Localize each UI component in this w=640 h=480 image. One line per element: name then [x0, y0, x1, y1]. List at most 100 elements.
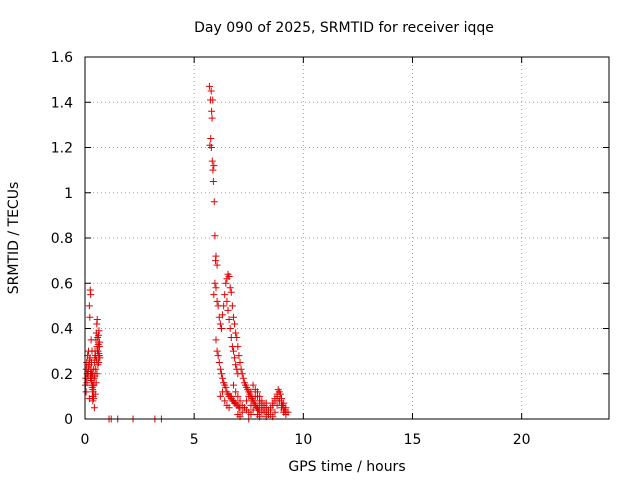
- grid-lines: [85, 57, 609, 419]
- y-axis-title: SRMTID / TECUs: [6, 182, 22, 295]
- data-point: [281, 406, 289, 414]
- data-point: [213, 297, 221, 305]
- data-point: [267, 406, 275, 414]
- data-point: [90, 404, 98, 412]
- data-point: [210, 162, 218, 170]
- y-tick-label: 1: [64, 186, 73, 202]
- data-point: [94, 361, 102, 369]
- data-point: [229, 313, 237, 321]
- data-point: [219, 374, 227, 382]
- data-point: [217, 325, 225, 332]
- data-point: [243, 397, 251, 405]
- data-point: [232, 388, 240, 396]
- data-point: [279, 401, 287, 409]
- data-point: [209, 96, 217, 104]
- axis-ticks: [84, 56, 609, 420]
- data-point: [249, 397, 257, 405]
- data-point: [227, 288, 235, 296]
- data-point: [211, 232, 219, 240]
- data-point: [212, 336, 220, 344]
- x-tick-label: 20: [513, 432, 531, 448]
- data-point: [228, 302, 236, 310]
- data-point: [238, 408, 246, 416]
- data-point: [87, 365, 95, 373]
- data-point: [93, 343, 101, 351]
- data-point: [247, 388, 255, 396]
- plot-frame: [84, 56, 610, 420]
- data-point: [220, 302, 228, 310]
- data-point: [227, 334, 235, 342]
- data-point: [262, 399, 270, 407]
- data-point: [221, 397, 229, 405]
- data-point: [216, 320, 224, 328]
- data-point: [222, 279, 230, 287]
- y-tick-label: 0: [64, 412, 73, 428]
- data-point: [226, 284, 234, 292]
- data-point: [240, 404, 248, 412]
- data-point: [239, 374, 247, 382]
- data-point: [215, 358, 223, 366]
- data-point: [276, 390, 284, 398]
- data-point: [219, 311, 227, 319]
- y-tick-label: 0.8: [51, 231, 73, 247]
- data-point: [209, 166, 217, 174]
- data-point: [210, 291, 218, 299]
- data-point: [269, 401, 277, 409]
- data-point: [207, 134, 215, 142]
- data-point: [88, 358, 96, 366]
- data-point: [96, 338, 104, 346]
- data-point: [258, 404, 266, 412]
- data-point: [260, 408, 268, 416]
- data-point: [256, 399, 264, 407]
- data-point: [93, 315, 101, 323]
- data-point: [235, 352, 243, 360]
- data-point: [208, 157, 216, 165]
- data-point: [231, 320, 239, 328]
- data-point: [208, 114, 216, 122]
- data-points: [81, 82, 292, 423]
- y-tick-label: 1.6: [51, 50, 73, 66]
- data-point: [233, 365, 241, 373]
- x-tick-label: 0: [81, 432, 90, 448]
- data-point: [222, 383, 230, 391]
- data-point: [264, 410, 272, 418]
- data-point: [217, 370, 225, 378]
- data-point: [87, 291, 95, 299]
- tick-labels: 0 5 10 15 20 0 0.2 0.4 0.6 0.8 1 1.2 1.4 1.6: [51, 50, 531, 448]
- data-point: [205, 82, 213, 90]
- x-tick-label: 5: [190, 432, 199, 448]
- data-point: [271, 397, 279, 405]
- y-tick-label: 1.4: [51, 95, 73, 111]
- data-point: [85, 395, 93, 403]
- data-point: [249, 381, 257, 389]
- data-point: [227, 392, 235, 400]
- data-point: [231, 354, 239, 362]
- data-point: [247, 410, 255, 418]
- data-point: [85, 302, 93, 310]
- data-point: [208, 107, 216, 115]
- x-tick-label: 10: [294, 432, 312, 448]
- data-point: [91, 354, 99, 362]
- data-point: [221, 291, 229, 299]
- data-point: [219, 388, 227, 396]
- data-point: [229, 347, 237, 355]
- data-point: [86, 313, 94, 321]
- data-point: [234, 392, 242, 400]
- data-point: [253, 392, 261, 400]
- data-point: [225, 404, 233, 412]
- data-point: [251, 386, 259, 394]
- data-point: [213, 261, 221, 269]
- data-point: [228, 343, 236, 351]
- data-point: [86, 374, 94, 382]
- data-point: [95, 327, 103, 335]
- data-point: [211, 279, 219, 287]
- data-point: [207, 87, 215, 95]
- data-point: [232, 361, 240, 369]
- data-point: [212, 252, 220, 260]
- data-point: [271, 408, 279, 416]
- y-tick-label: 0.6: [51, 276, 73, 292]
- data-point: [251, 401, 259, 409]
- data-point: [236, 358, 244, 366]
- data-point: [207, 144, 215, 151]
